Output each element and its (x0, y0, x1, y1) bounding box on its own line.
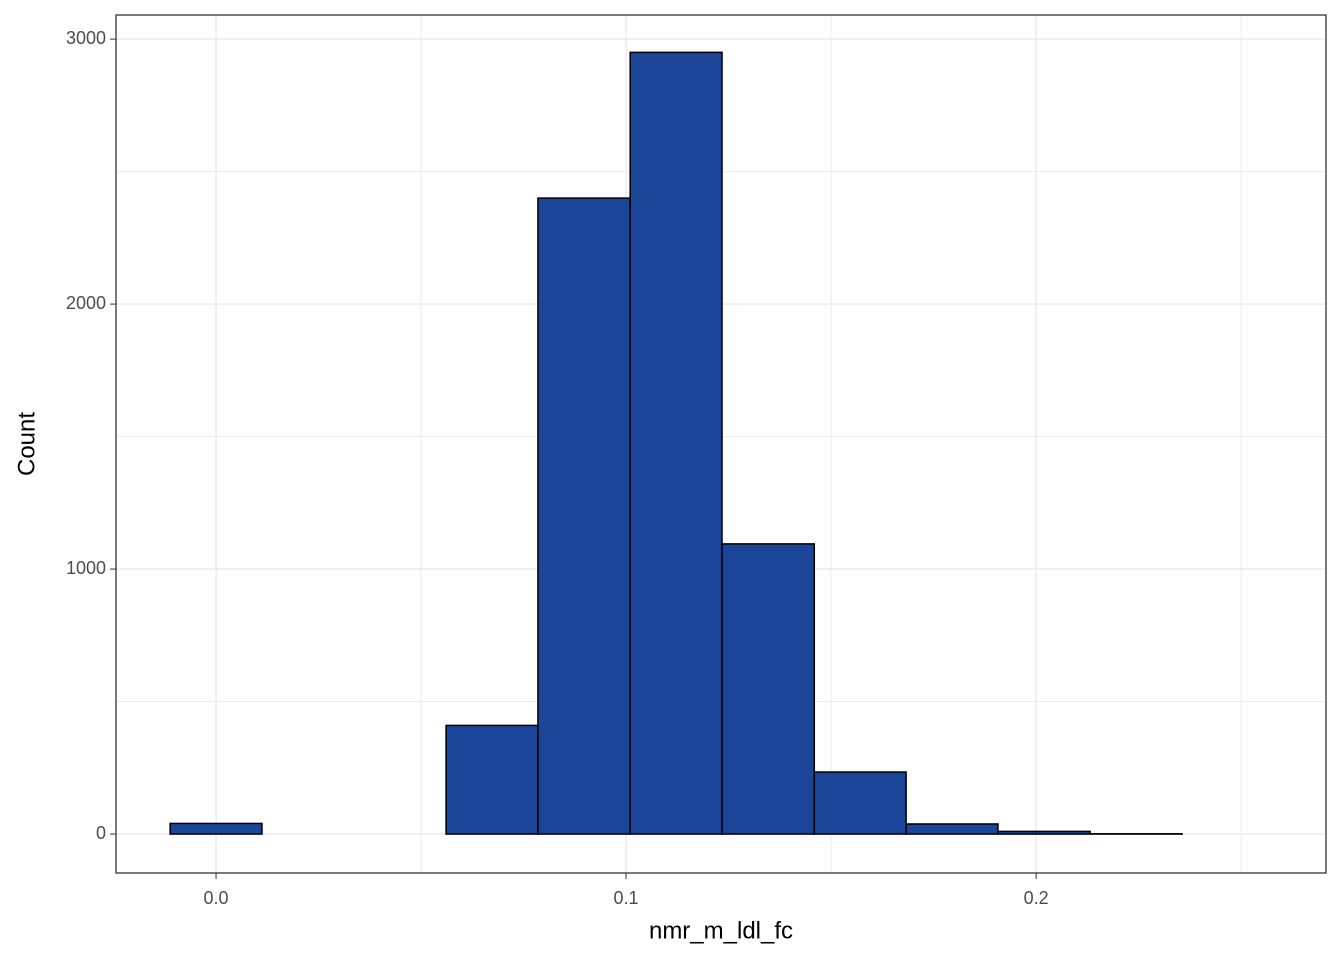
y-tick-label: 3000 (66, 28, 106, 48)
bar (721, 543, 816, 835)
y-tick-label: 0 (96, 823, 106, 843)
bar (445, 724, 539, 835)
panel-border (115, 14, 1327, 874)
y-tick-label: 1000 (66, 558, 106, 578)
bar (905, 823, 999, 835)
y-axis-title: Count (13, 412, 40, 476)
y-tick-label: 2000 (66, 293, 106, 313)
x-tick-label: 0.1 (614, 888, 639, 908)
bar (813, 771, 907, 835)
x-axis-title: nmr_m_ldl_fc (649, 917, 793, 944)
bar (629, 51, 723, 835)
bar (537, 197, 631, 835)
bar (169, 822, 263, 835)
bar (997, 830, 1091, 835)
x-tick-label: 0.2 (1024, 888, 1049, 908)
x-tick-label: 0.0 (204, 888, 229, 908)
